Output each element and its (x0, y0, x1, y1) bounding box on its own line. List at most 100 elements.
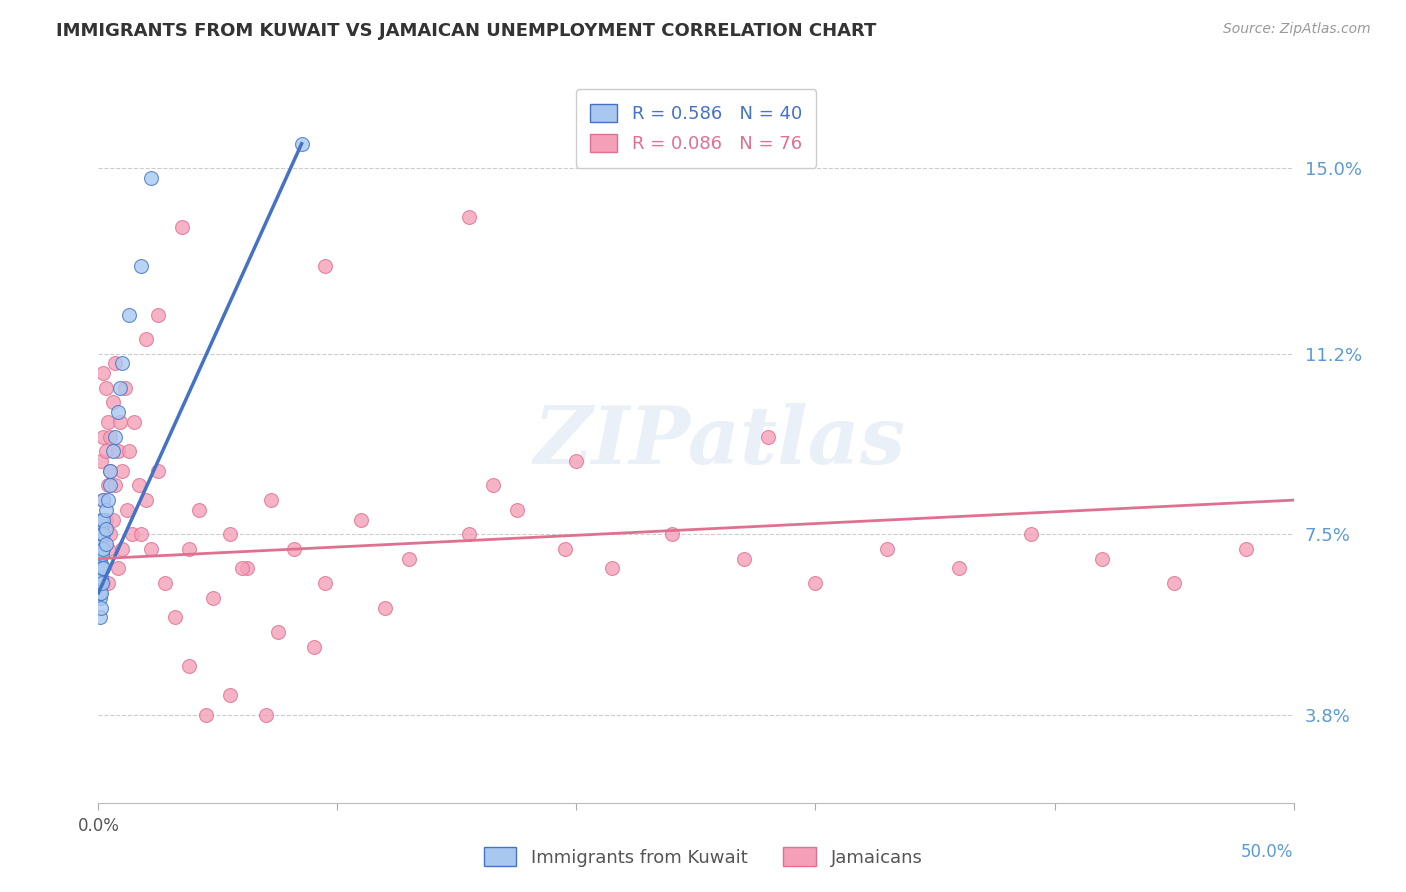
Point (104, 478, 127, 492)
Point (1163, 576, 1185, 591)
Point (90, 513, 112, 527)
Point (89, 551, 111, 566)
Point (104, 430, 127, 444)
Point (179, 541, 201, 556)
Point (91, 576, 114, 591)
Point (108, 381, 131, 395)
Point (91, 561, 114, 575)
Point (219, 527, 242, 541)
Point (91, 366, 114, 380)
Point (135, 332, 157, 346)
Point (111, 541, 134, 556)
Point (89, 547, 111, 561)
Point (90, 600, 112, 615)
Point (118, 444, 141, 458)
Point (98, 464, 122, 478)
Point (291, 136, 314, 151)
Point (756, 430, 779, 444)
Point (90, 523, 112, 537)
Point (90, 527, 112, 541)
Point (458, 210, 481, 224)
Point (876, 541, 898, 556)
Point (111, 356, 134, 370)
Point (97, 541, 120, 556)
Point (97, 576, 120, 591)
Point (90, 571, 112, 585)
Point (108, 415, 131, 429)
Text: IMMIGRANTS FROM KUWAIT VS JAMAICAN UNEMPLOYMENT CORRELATION CHART: IMMIGRANTS FROM KUWAIT VS JAMAICAN UNEMP… (56, 22, 876, 40)
Point (94, 537, 117, 551)
Text: ZIPatlas: ZIPatlas (534, 403, 905, 480)
Point (91, 527, 114, 541)
Point (91, 493, 114, 508)
Point (91, 527, 114, 541)
Point (90, 454, 112, 468)
Point (179, 659, 201, 673)
Point (89, 586, 111, 600)
Point (302, 640, 325, 654)
Point (148, 308, 170, 322)
Point (155, 576, 177, 591)
Point (91, 576, 114, 591)
Point (107, 405, 129, 419)
Point (111, 464, 134, 478)
Point (101, 513, 124, 527)
Point (135, 493, 157, 508)
Point (315, 576, 337, 591)
Point (481, 478, 505, 492)
Point (94, 381, 117, 395)
Point (91, 513, 114, 527)
Point (121, 527, 143, 541)
Point (139, 170, 162, 185)
Point (94, 444, 117, 458)
Point (172, 219, 194, 234)
Point (124, 415, 146, 429)
Legend: Immigrants from Kuwait, Jamaicans: Immigrants from Kuwait, Jamaicans (477, 840, 929, 874)
Point (163, 610, 186, 624)
Point (91, 547, 114, 561)
Point (267, 624, 290, 639)
Text: Source: ZipAtlas.com: Source: ZipAtlas.com (1223, 22, 1371, 37)
Point (804, 576, 827, 591)
Point (115, 503, 138, 517)
Point (90, 541, 112, 556)
Point (565, 454, 588, 468)
Point (1091, 551, 1114, 566)
Point (131, 259, 153, 273)
Point (89, 561, 111, 575)
Point (733, 551, 755, 566)
Point (602, 561, 624, 575)
Point (107, 444, 129, 458)
Point (139, 541, 162, 556)
Point (98, 478, 122, 492)
Point (97, 493, 120, 508)
Point (104, 356, 127, 370)
Point (219, 689, 242, 703)
Point (98, 464, 122, 478)
Point (114, 381, 136, 395)
Point (90, 557, 112, 571)
Point (1019, 527, 1042, 541)
Point (107, 561, 129, 575)
Point (89, 576, 111, 591)
Point (350, 513, 373, 527)
Point (948, 561, 970, 575)
Point (398, 551, 420, 566)
Point (91, 541, 114, 556)
Point (90, 532, 112, 546)
Legend: R = 0.586   N = 40, R = 0.086   N = 76: R = 0.586 N = 40, R = 0.086 N = 76 (575, 89, 817, 168)
Point (131, 527, 153, 541)
Point (101, 444, 124, 458)
Point (91, 493, 114, 508)
Point (98, 430, 122, 444)
Point (98, 527, 122, 541)
Point (101, 395, 124, 409)
Point (97, 478, 120, 492)
Point (187, 503, 209, 517)
Point (1234, 541, 1257, 556)
Point (148, 464, 170, 478)
Point (554, 541, 576, 556)
Point (235, 561, 257, 575)
Point (91, 430, 114, 444)
Point (661, 527, 683, 541)
